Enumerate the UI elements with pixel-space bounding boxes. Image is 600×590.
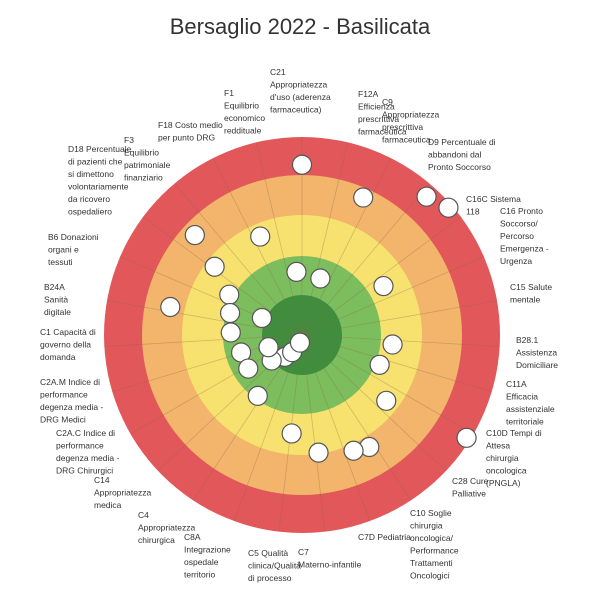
- indicator-point[interactable]: [456, 427, 477, 448]
- indicator-label: C10D Tempi di Attesa chirurgia oncologica (P…: [486, 428, 542, 488]
- spoke: [104, 334, 303, 347]
- indicator-point[interactable]: [376, 390, 397, 411]
- spoke: [255, 142, 303, 336]
- indicator-point[interactable]: [250, 226, 271, 247]
- indicator-label: C4 Appropriatezza chirurgica: [138, 510, 195, 545]
- indicator-label: C15 Salute mentale: [510, 282, 552, 305]
- indicator-label: C11A Efficacia assistenziale territoriale: [506, 379, 555, 427]
- spoke: [301, 183, 430, 336]
- indicator-label: C2A.C Indice di performance degenza media …: [56, 428, 119, 476]
- indicator-label: C9 Appropriatezza prescrittiva farmaceutica: [382, 97, 439, 145]
- chart-title: Bersaglio 2022 - Basilicata: [169, 14, 431, 39]
- indicator-point[interactable]: [238, 358, 259, 379]
- spoke: [301, 334, 371, 522]
- indicator-point[interactable]: [184, 224, 205, 246]
- indicator-point[interactable]: [382, 334, 403, 355]
- indicator-label: B24A Sanità digitale: [44, 282, 71, 317]
- indicator-label: B28.1 Assistenza Domiciliare: [516, 335, 558, 370]
- indicator-label: D18 Percentuale di pazienti che si dimetto…: [68, 144, 132, 217]
- spoke: [301, 334, 326, 532]
- spoke: [142, 216, 303, 336]
- indicator-label: F18 Costo medio per punto DRG: [158, 120, 223, 143]
- indicator-label: C21 Appropriatezza d'uso (aderenza farmaceu…: [270, 67, 331, 115]
- indicator-label: C16C Sistema 118: [466, 194, 521, 217]
- spoke: [106, 300, 303, 336]
- spoke: [301, 157, 392, 336]
- indicator-label: C2A.M Indice di performance degenza media …: [40, 377, 103, 425]
- indicator-point[interactable]: [291, 154, 313, 175]
- indicator-point[interactable]: [310, 268, 331, 289]
- spoke: [301, 256, 484, 336]
- indicator-point[interactable]: [247, 385, 268, 406]
- spoke: [301, 334, 447, 472]
- indicator-point[interactable]: [438, 197, 459, 218]
- indicator-point[interactable]: [353, 187, 374, 208]
- indicator-label: C7 Materno-infantile: [298, 547, 362, 570]
- indicator-label: B6 Donazioni organi e tessuti: [48, 232, 99, 267]
- indicator-point[interactable]: [286, 261, 307, 282]
- indicator-point[interactable]: [220, 322, 241, 343]
- indicator-label: C1 Capacità di governo della domanda: [40, 327, 96, 362]
- indicator-point[interactable]: [416, 186, 437, 207]
- spoke: [301, 142, 349, 336]
- spoke: [174, 183, 303, 336]
- indicator-label: F12A Efficienza prescrittiva farmaceutica: [358, 89, 407, 137]
- spoke: [233, 334, 303, 522]
- indicator-point[interactable]: [308, 442, 329, 463]
- indicator-point[interactable]: [219, 284, 240, 305]
- indicator-label: D9 Percentuale di abbandoni dal Pronto Soc…: [428, 137, 496, 172]
- spoke: [301, 334, 492, 393]
- indicator-label: C5 Qualità clinica/Qualità di processo: [248, 548, 301, 583]
- spoke: [212, 157, 303, 336]
- indicator-point[interactable]: [289, 332, 311, 353]
- spoke: [301, 300, 498, 336]
- indicator-point[interactable]: [251, 307, 273, 329]
- spoke: [301, 334, 474, 435]
- indicator-point[interactable]: [160, 296, 181, 318]
- indicator-point[interactable]: [373, 275, 394, 297]
- indicator-points: [160, 154, 477, 463]
- spoke: [301, 216, 462, 336]
- indicator-point[interactable]: [369, 354, 390, 375]
- indicator-label: C16 Pronto Soccorso/Percorso Emergenza -Ur…: [500, 206, 549, 266]
- indicator-label: F1 Equilibrio economico reddituale: [224, 88, 265, 136]
- indicator-label: C8A Integrazione ospedale territorio: [184, 532, 231, 580]
- indicator-label: C10 Soglie chirurgia oncologica/Performanc…: [410, 508, 459, 581]
- indicator-point[interactable]: [219, 302, 241, 324]
- indicator-label: C28 Cure Palliative: [452, 476, 489, 499]
- spoke: [120, 256, 303, 336]
- indicator-point[interactable]: [343, 440, 364, 461]
- indicator-point[interactable]: [204, 256, 225, 277]
- spoke: [301, 334, 412, 501]
- indicator-label: C14 Appropriatezza medica: [94, 475, 151, 510]
- indicator-labels: F12A Efficienza prescrittiva farmaceuticaC9…: [40, 67, 558, 583]
- indicator-point[interactable]: [281, 423, 302, 444]
- indicator-point[interactable]: [258, 337, 279, 358]
- indicator-label: F3 Equilibrio patrimoniale finanziario: [124, 135, 171, 183]
- indicator-label: C7D Pediatria: [358, 532, 411, 542]
